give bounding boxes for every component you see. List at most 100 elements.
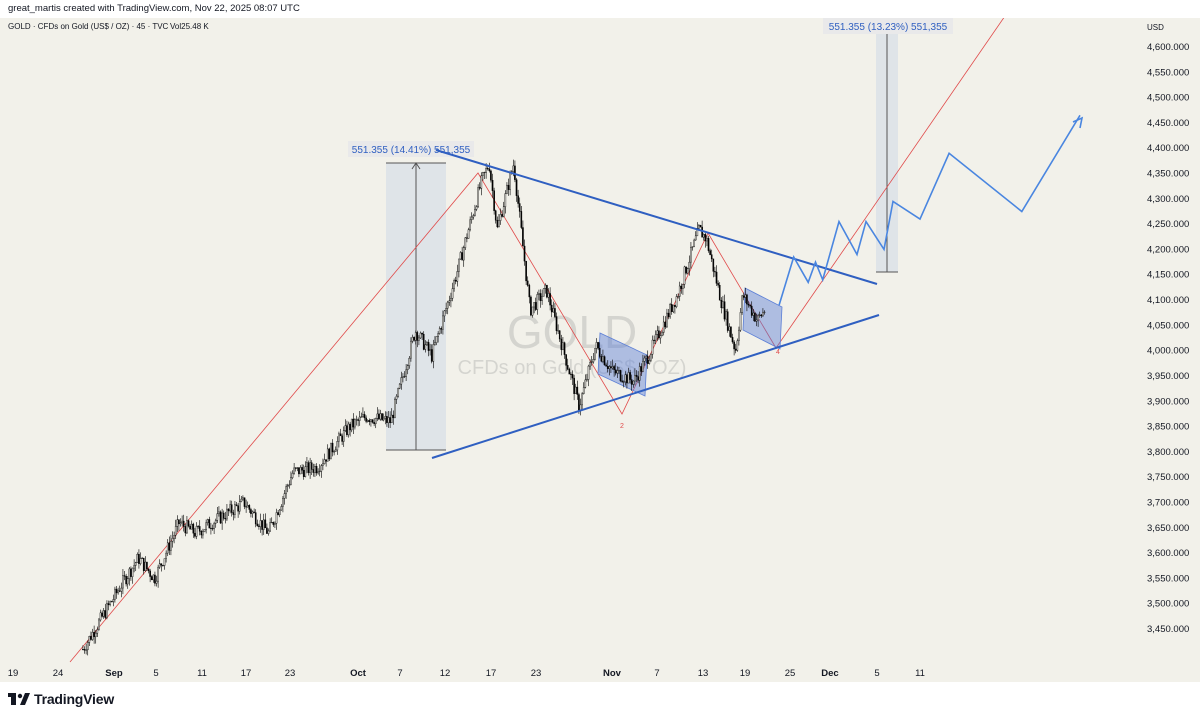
candle-body <box>712 258 715 272</box>
measure-label-2-bg <box>823 18 953 34</box>
price-chart[interactable]: GOLD · CFDs on Gold (US$ / OZ) · 45 · TV… <box>0 18 1200 682</box>
candle-body <box>282 498 284 507</box>
time-tick-label: 5 <box>874 668 879 679</box>
candle-body <box>483 172 486 174</box>
candle-body <box>234 504 236 515</box>
candle-body <box>605 364 607 367</box>
price-tick-label: 4,200.000 <box>1147 244 1189 255</box>
candle-body <box>555 316 558 331</box>
candle-body <box>427 342 430 351</box>
candle-body <box>478 187 481 189</box>
measure-label-1: 551.355 (14.41%) 551,355 <box>352 145 471 156</box>
candle-body <box>422 333 425 350</box>
candle-body <box>640 366 643 372</box>
candle-body <box>173 534 175 539</box>
candle-body <box>120 587 123 592</box>
candle-body <box>554 308 556 317</box>
candle-body <box>685 266 687 274</box>
candle-body <box>155 580 158 584</box>
lower-trendline[interactable] <box>431 314 880 459</box>
candle-body <box>104 610 107 618</box>
candle-body <box>456 271 459 282</box>
candle-body <box>629 372 631 380</box>
candle-body <box>408 357 411 366</box>
candle-body <box>419 332 422 339</box>
candle-body <box>114 588 116 600</box>
candle-body <box>198 526 201 532</box>
candle-body <box>565 354 567 366</box>
candle-body <box>115 588 118 594</box>
candle-body <box>659 335 662 339</box>
candle-body <box>493 190 495 211</box>
chart-area[interactable]: GOLD · CFDs on Gold (US$ / OZ) · 45 · TV… <box>0 18 1200 682</box>
candle-body <box>91 632 94 640</box>
candle-body <box>522 227 524 247</box>
candle-body <box>403 376 406 378</box>
candle-body <box>267 530 270 534</box>
candle-body <box>443 310 446 317</box>
candle-body <box>442 315 444 330</box>
candle-body <box>754 312 756 322</box>
candle-body <box>166 542 169 554</box>
candle-body <box>323 459 326 464</box>
candle-body <box>538 293 540 295</box>
time-axis[interactable] <box>0 664 1140 682</box>
price-axis[interactable] <box>1140 18 1200 682</box>
candle-body <box>477 187 479 207</box>
candle-body <box>160 563 163 566</box>
candle-body <box>672 304 675 312</box>
candle-body <box>206 519 209 523</box>
candle-body <box>382 417 385 421</box>
candle-body <box>317 471 319 474</box>
candle-body <box>466 237 468 239</box>
time-tick-label: 12 <box>440 668 451 679</box>
time-tick-label: 5 <box>153 668 158 679</box>
candle-body <box>762 311 764 317</box>
candle-body <box>666 312 668 328</box>
candle-body <box>488 168 491 172</box>
price-tick-label: 4,450.000 <box>1147 118 1189 129</box>
candle-body <box>597 342 599 349</box>
price-tick-label: 3,850.000 <box>1147 422 1189 433</box>
candle-body <box>158 563 161 568</box>
candle-body <box>90 636 92 640</box>
candle-body <box>128 568 131 579</box>
price-tick-label: 3,500.000 <box>1147 599 1189 610</box>
price-tick-label: 3,900.000 <box>1147 396 1189 407</box>
candle-body <box>341 435 343 442</box>
price-tick-label: 4,400.000 <box>1147 143 1189 154</box>
candle-body <box>686 268 689 274</box>
time-tick-label: 7 <box>654 668 659 679</box>
candle-body <box>187 520 190 527</box>
candle-body <box>258 525 260 527</box>
currency-label: USD <box>1147 23 1164 32</box>
candle-body <box>485 167 487 173</box>
tradingview-logo[interactable]: TradingView <box>8 690 114 708</box>
time-tick-label: 17 <box>486 668 497 679</box>
time-axis-ticks: 19 24 Sep 5 11 17 23 Oct 7 12 17 23 Nov 7 13 19 25 Dec 5 11 <box>8 668 925 679</box>
candle-body <box>717 283 719 286</box>
candle-body <box>622 381 625 383</box>
upper-trendline[interactable] <box>435 149 878 285</box>
time-tick-label: 19 <box>8 668 19 679</box>
candle-body <box>293 467 295 474</box>
candle-body <box>133 565 135 569</box>
price-tick-label: 3,700.000 <box>1147 497 1189 508</box>
candle-body <box>336 441 339 451</box>
candle-body <box>654 334 657 341</box>
candle-body <box>562 342 564 350</box>
candle-body <box>110 601 113 603</box>
candle-body <box>349 423 351 431</box>
price-tick-label: 3,600.000 <box>1147 548 1189 559</box>
candle-body <box>144 561 147 571</box>
candle-body <box>363 414 366 419</box>
measure-box-1-arrowhead <box>411 162 421 170</box>
projection-path[interactable] <box>778 114 1081 306</box>
candle-body <box>163 558 166 566</box>
candle-body <box>221 512 223 524</box>
candle-body <box>243 497 246 507</box>
candle-body <box>368 420 371 423</box>
candle-body <box>462 247 465 261</box>
candle-body <box>98 619 100 630</box>
candle-body <box>333 451 335 453</box>
